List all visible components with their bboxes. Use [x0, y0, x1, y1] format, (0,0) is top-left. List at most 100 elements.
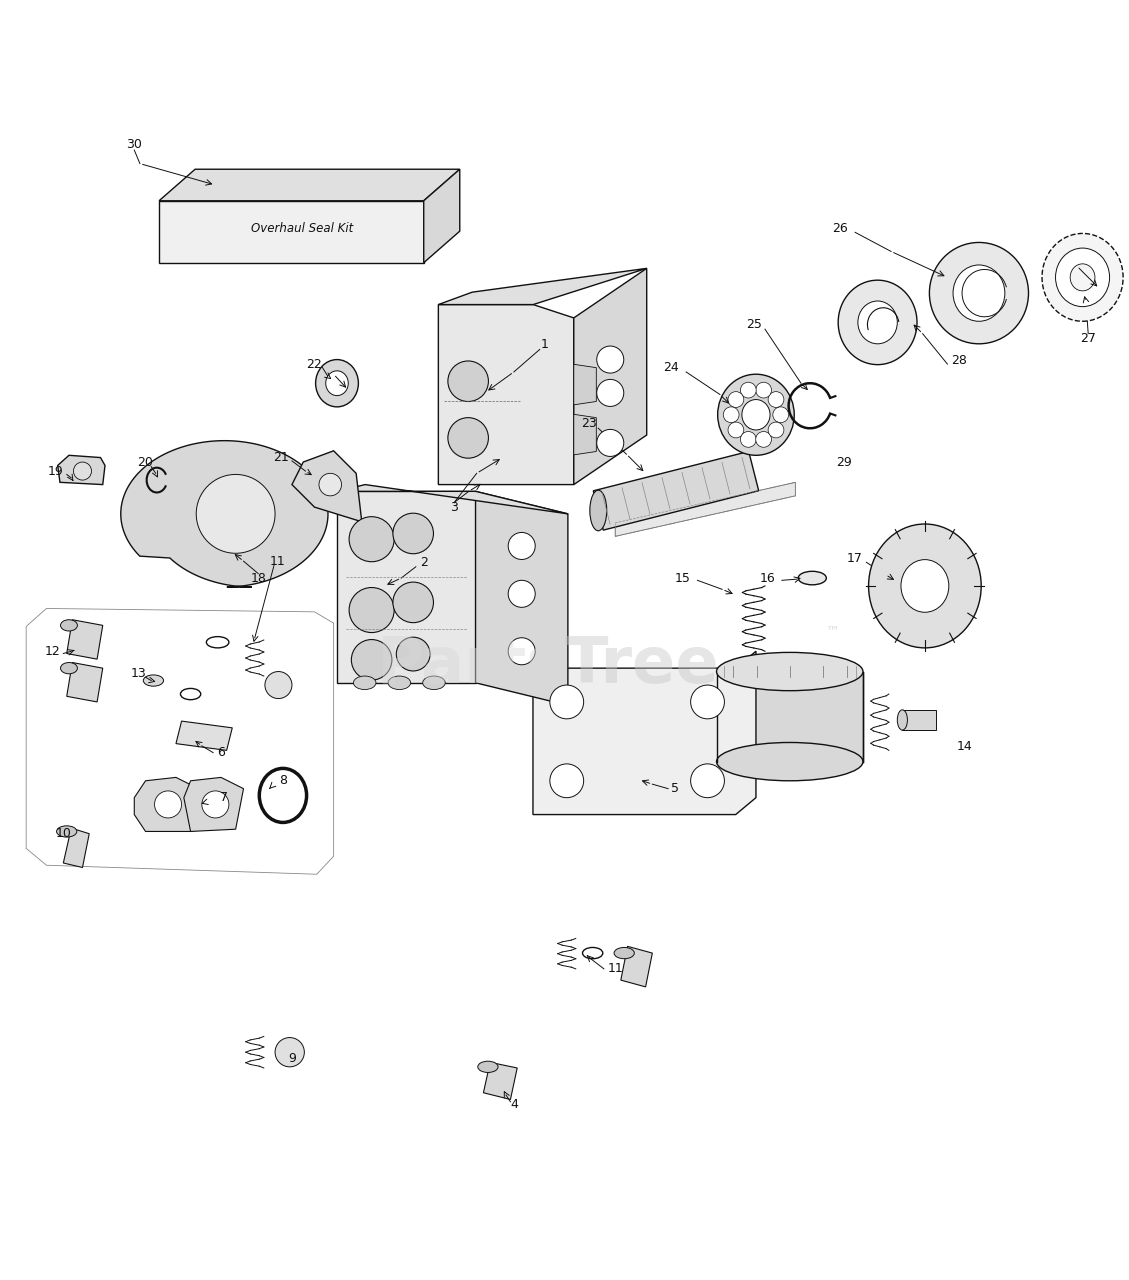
Text: 27: 27 — [1080, 332, 1096, 344]
Circle shape — [393, 582, 434, 622]
Ellipse shape — [868, 524, 981, 648]
Ellipse shape — [742, 399, 770, 430]
Polygon shape — [134, 777, 199, 832]
Circle shape — [508, 637, 535, 664]
Text: Tree: Tree — [564, 634, 719, 696]
Polygon shape — [292, 451, 361, 522]
Circle shape — [196, 475, 275, 553]
Text: 10: 10 — [55, 827, 71, 840]
Ellipse shape — [953, 265, 1005, 321]
Circle shape — [349, 588, 394, 632]
Text: 3: 3 — [450, 500, 458, 513]
Polygon shape — [574, 365, 596, 404]
Ellipse shape — [388, 676, 411, 690]
Text: 11: 11 — [607, 963, 623, 975]
Polygon shape — [26, 608, 334, 874]
Polygon shape — [717, 672, 863, 762]
Circle shape — [724, 407, 739, 422]
Ellipse shape — [181, 689, 201, 700]
Circle shape — [768, 422, 784, 438]
Polygon shape — [336, 492, 475, 682]
Ellipse shape — [898, 710, 908, 730]
Polygon shape — [615, 483, 795, 536]
Polygon shape — [438, 305, 574, 485]
Polygon shape — [336, 485, 568, 513]
Ellipse shape — [583, 947, 603, 959]
Circle shape — [275, 1038, 305, 1066]
Circle shape — [728, 392, 744, 407]
Ellipse shape — [478, 1061, 498, 1073]
Text: 2: 2 — [420, 556, 428, 568]
Polygon shape — [63, 828, 89, 868]
Text: 24: 24 — [664, 361, 680, 374]
Ellipse shape — [718, 374, 794, 456]
Circle shape — [393, 513, 434, 554]
Ellipse shape — [1042, 233, 1123, 321]
Polygon shape — [533, 652, 756, 814]
Circle shape — [597, 346, 623, 372]
Text: 22: 22 — [307, 357, 323, 371]
Circle shape — [508, 580, 535, 607]
Text: 29: 29 — [835, 456, 851, 468]
Ellipse shape — [614, 947, 634, 959]
Text: 30: 30 — [126, 138, 142, 151]
Circle shape — [691, 685, 725, 719]
Ellipse shape — [61, 663, 78, 673]
Polygon shape — [184, 777, 244, 832]
Text: 1: 1 — [541, 338, 549, 352]
Polygon shape — [67, 620, 103, 659]
Circle shape — [396, 637, 430, 671]
Ellipse shape — [858, 301, 898, 344]
Circle shape — [265, 672, 292, 699]
Circle shape — [202, 791, 229, 818]
Polygon shape — [902, 710, 936, 730]
Polygon shape — [574, 269, 647, 485]
Text: 4: 4 — [510, 1097, 518, 1111]
Circle shape — [155, 791, 182, 818]
Circle shape — [741, 431, 756, 447]
Ellipse shape — [798, 571, 826, 585]
Text: 18: 18 — [251, 572, 266, 585]
Text: 9: 9 — [288, 1052, 296, 1065]
Ellipse shape — [56, 826, 77, 837]
Text: 17: 17 — [847, 553, 863, 566]
Circle shape — [73, 462, 91, 480]
Text: 11: 11 — [270, 554, 286, 567]
Circle shape — [741, 383, 756, 398]
Circle shape — [691, 764, 725, 797]
Text: 21: 21 — [273, 451, 289, 465]
Polygon shape — [423, 169, 460, 262]
Ellipse shape — [1070, 264, 1095, 291]
Circle shape — [773, 407, 789, 422]
Polygon shape — [483, 1062, 517, 1100]
Circle shape — [728, 422, 744, 438]
Polygon shape — [176, 721, 233, 750]
Text: 20: 20 — [138, 456, 154, 468]
Ellipse shape — [717, 742, 863, 781]
Ellipse shape — [207, 636, 229, 648]
Circle shape — [755, 431, 771, 447]
Polygon shape — [67, 663, 103, 701]
Ellipse shape — [326, 371, 348, 396]
Text: 15: 15 — [675, 572, 691, 585]
Text: 23: 23 — [581, 417, 597, 430]
Text: 26: 26 — [832, 223, 848, 236]
Text: 12: 12 — [44, 645, 60, 658]
Polygon shape — [594, 452, 759, 530]
Text: Overhaul Seal Kit: Overhaul Seal Kit — [251, 221, 353, 234]
Ellipse shape — [838, 280, 917, 365]
Polygon shape — [58, 456, 105, 485]
Ellipse shape — [353, 676, 376, 690]
Circle shape — [550, 685, 584, 719]
Polygon shape — [574, 415, 596, 454]
Ellipse shape — [143, 675, 164, 686]
Text: ™: ™ — [825, 623, 840, 637]
Circle shape — [349, 517, 394, 562]
Text: 8: 8 — [279, 774, 287, 787]
Ellipse shape — [316, 360, 358, 407]
Circle shape — [508, 532, 535, 559]
Polygon shape — [121, 440, 329, 588]
Text: 7: 7 — [220, 791, 228, 804]
Text: 13: 13 — [131, 667, 147, 680]
Circle shape — [320, 474, 341, 495]
